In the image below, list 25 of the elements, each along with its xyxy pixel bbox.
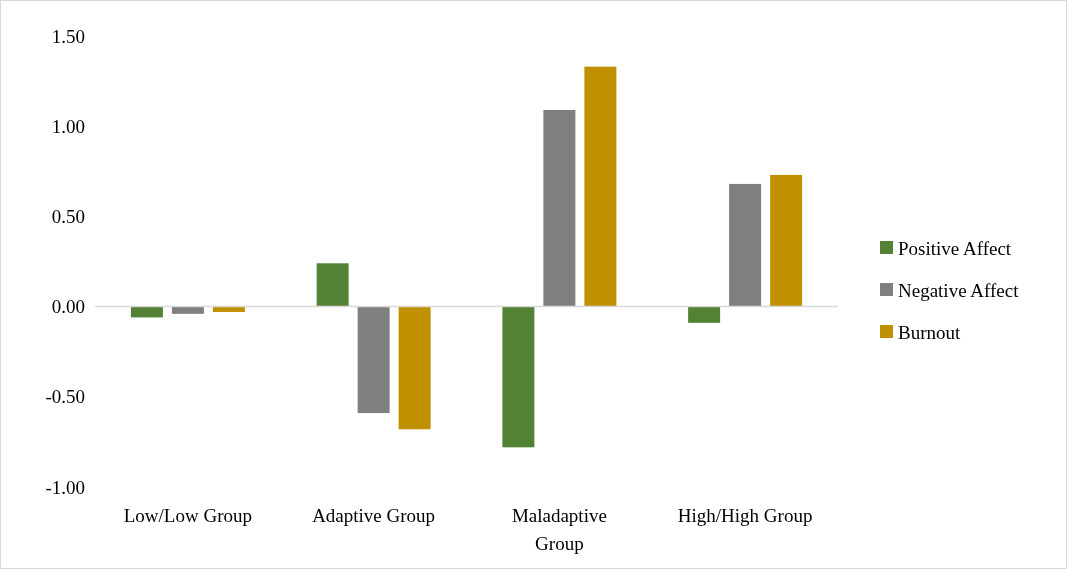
bar xyxy=(729,183,762,307)
x-tick-label: Maladaptive Group xyxy=(511,505,607,554)
bar xyxy=(770,174,803,307)
bar xyxy=(171,306,204,314)
bar xyxy=(543,109,576,307)
bar xyxy=(130,306,163,318)
y-tick-label: 1.50 xyxy=(51,25,85,47)
legend-label: Positive Affect xyxy=(898,237,1012,259)
legend-label: Burnout xyxy=(898,321,961,343)
bar xyxy=(688,306,721,323)
bar xyxy=(316,263,349,307)
bar xyxy=(212,306,245,313)
x-tick-label: Adaptive Group xyxy=(312,505,436,526)
bar xyxy=(357,306,390,414)
x-tick-label: Low/Low Group xyxy=(123,505,252,526)
bar xyxy=(502,306,535,448)
bar xyxy=(398,306,431,430)
legend-label: Negative Affect xyxy=(898,279,1020,301)
y-tick-label: 0.50 xyxy=(51,206,85,228)
y-tick-label: -1.00 xyxy=(45,476,85,498)
y-tick-label: 1.00 xyxy=(51,115,85,137)
x-tick-label: High/High Group xyxy=(677,505,813,526)
bar xyxy=(584,66,617,307)
y-tick-label: 0.00 xyxy=(51,296,85,318)
y-tick-label: -0.50 xyxy=(45,386,85,408)
